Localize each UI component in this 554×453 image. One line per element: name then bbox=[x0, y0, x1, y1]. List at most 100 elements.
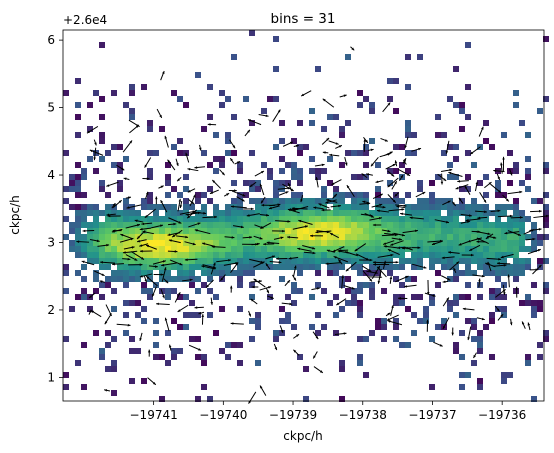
heatmap-cell bbox=[543, 192, 549, 198]
heatmap-cell bbox=[519, 216, 525, 222]
heatmap-cell bbox=[519, 228, 525, 234]
heatmap-cell bbox=[525, 216, 531, 222]
velocity-arrow bbox=[334, 332, 347, 336]
velocity-arrow bbox=[476, 240, 487, 243]
heatmap-cell bbox=[177, 276, 183, 282]
heatmap-cell bbox=[495, 180, 501, 186]
heatmap-cell bbox=[309, 216, 315, 222]
heatmap-cell bbox=[381, 288, 387, 294]
heatmap-cell bbox=[465, 240, 471, 246]
velocity-arrow bbox=[167, 250, 178, 253]
heatmap-cell bbox=[141, 234, 147, 240]
velocity-arrow bbox=[509, 318, 513, 326]
heatmap-cell bbox=[501, 252, 507, 258]
heatmap-cell bbox=[123, 216, 129, 222]
heatmap-cell bbox=[357, 282, 363, 288]
heatmap-cell bbox=[459, 204, 465, 210]
heatmap-cell bbox=[99, 282, 105, 288]
heatmap-cell bbox=[159, 396, 165, 402]
x-tick-label: −19737 bbox=[408, 408, 456, 422]
heatmap-cell bbox=[333, 210, 339, 216]
velocity-arrow bbox=[475, 210, 487, 214]
velocity-arrow bbox=[359, 202, 371, 205]
heatmap-cell bbox=[207, 252, 213, 258]
heatmap-cell bbox=[309, 198, 315, 204]
velocity-arrow bbox=[198, 311, 205, 315]
velocity-arrow bbox=[194, 166, 206, 169]
heatmap-cell bbox=[177, 240, 183, 246]
heatmap-cell bbox=[327, 234, 333, 240]
heatmap-cell bbox=[165, 162, 171, 168]
heatmap-cell bbox=[123, 258, 129, 264]
heatmap-cell bbox=[519, 240, 525, 246]
heatmap-cell bbox=[471, 246, 477, 252]
heatmap-cell bbox=[423, 318, 429, 324]
heatmap-cell bbox=[531, 312, 537, 318]
velocity-arrow bbox=[276, 257, 288, 261]
heatmap-cell bbox=[309, 252, 315, 258]
velocity-arrow bbox=[125, 196, 132, 199]
heatmap-cell bbox=[273, 222, 279, 228]
heatmap-cell bbox=[183, 174, 189, 180]
heatmap-cell bbox=[321, 228, 327, 234]
heatmap-cell bbox=[357, 270, 363, 276]
heatmap-cell bbox=[369, 330, 375, 336]
velocity-arrow bbox=[502, 284, 506, 296]
velocity-arrow bbox=[160, 199, 168, 213]
velocity-arrow bbox=[216, 258, 232, 263]
heatmap-cell bbox=[81, 288, 87, 294]
heatmap-cell bbox=[429, 228, 435, 234]
velocity-arrow bbox=[494, 305, 500, 312]
heatmap-cell bbox=[171, 246, 177, 252]
heatmap-cell bbox=[297, 216, 303, 222]
velocity-arrow bbox=[111, 228, 123, 233]
heatmap-cell bbox=[321, 204, 327, 210]
heatmap-cell bbox=[303, 144, 309, 150]
velocity-arrow bbox=[123, 246, 135, 250]
heatmap-cell bbox=[111, 216, 117, 222]
heatmap-cell bbox=[393, 222, 399, 228]
heatmap-cell bbox=[417, 258, 423, 264]
heatmap-cell bbox=[225, 246, 231, 252]
velocity-arrow bbox=[322, 98, 335, 108]
heatmap-cell bbox=[183, 252, 189, 258]
heatmap-cell bbox=[363, 372, 369, 378]
heatmap-cell bbox=[261, 204, 267, 210]
x-tick-label: −19736 bbox=[478, 408, 526, 422]
velocity-arrow bbox=[379, 153, 391, 158]
heatmap-cell bbox=[387, 240, 393, 246]
velocity-arrow bbox=[88, 292, 96, 299]
heatmap-cell bbox=[81, 216, 87, 222]
heatmap-cell bbox=[435, 204, 441, 210]
heatmap-cell bbox=[147, 222, 153, 228]
velocity-arrow bbox=[354, 243, 367, 252]
heatmap-cell bbox=[171, 228, 177, 234]
heatmap-cell bbox=[435, 198, 441, 204]
heatmap-cell bbox=[399, 294, 405, 300]
heatmap-cell bbox=[99, 228, 105, 234]
heatmap-cell bbox=[453, 216, 459, 222]
heatmap-cell bbox=[69, 246, 75, 252]
heatmap-cell bbox=[513, 246, 519, 252]
heatmap-cell bbox=[453, 66, 459, 72]
velocity-arrow bbox=[395, 275, 409, 283]
heatmap-cell bbox=[159, 354, 165, 360]
heatmap-cell bbox=[411, 264, 417, 270]
velocity-arrow bbox=[404, 136, 409, 149]
heatmap-cell bbox=[189, 234, 195, 240]
heatmap-cell bbox=[123, 282, 129, 288]
heatmap-cell bbox=[441, 216, 447, 222]
heatmap-cell bbox=[75, 216, 81, 222]
heatmap-cell bbox=[447, 300, 453, 306]
heatmap-cell bbox=[105, 342, 111, 348]
velocity-arrow bbox=[448, 251, 460, 254]
heatmap-cell bbox=[363, 336, 369, 342]
heatmap-cell bbox=[135, 348, 141, 354]
heatmap-cell bbox=[219, 240, 225, 246]
heatmap-cell bbox=[465, 150, 471, 156]
heatmap-cell bbox=[507, 204, 513, 210]
heatmap-cell bbox=[507, 216, 513, 222]
velocity-arrow bbox=[472, 274, 485, 278]
heatmap-cell bbox=[219, 306, 225, 312]
